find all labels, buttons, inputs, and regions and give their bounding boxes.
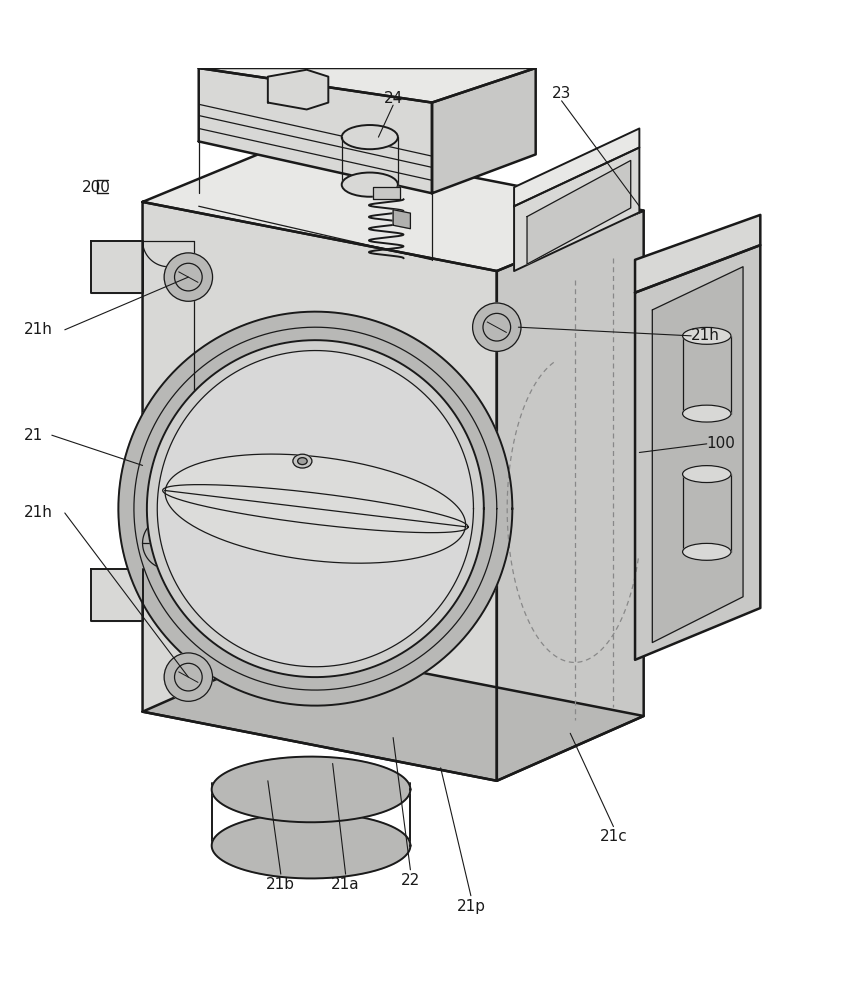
Text: 200: 200 [82,180,111,195]
Polygon shape [652,267,743,643]
Text: 21: 21 [24,428,43,443]
Polygon shape [635,245,760,660]
Polygon shape [165,454,466,563]
Ellipse shape [341,173,397,197]
Polygon shape [514,147,639,271]
Polygon shape [212,757,410,822]
Circle shape [164,653,213,701]
Text: 21h: 21h [24,505,53,520]
Text: 24: 24 [384,91,403,106]
Text: 22: 22 [401,873,420,888]
Polygon shape [143,141,644,271]
Ellipse shape [683,405,731,422]
Polygon shape [199,68,536,103]
Text: 21h: 21h [24,322,53,337]
Polygon shape [157,351,473,667]
Text: 21p: 21p [456,899,486,914]
Text: 21h: 21h [691,328,720,343]
Polygon shape [147,340,484,677]
Ellipse shape [683,327,731,344]
Text: 21c: 21c [600,829,627,844]
Circle shape [164,253,213,301]
Ellipse shape [683,466,731,483]
Circle shape [473,303,521,351]
Polygon shape [118,312,512,706]
Text: 21b: 21b [266,877,295,892]
Ellipse shape [683,543,731,560]
Polygon shape [162,485,468,533]
Polygon shape [143,202,497,781]
Polygon shape [143,647,644,781]
Polygon shape [635,215,760,293]
Polygon shape [199,68,432,193]
Polygon shape [497,211,644,781]
Polygon shape [432,68,536,193]
Polygon shape [527,160,631,264]
Polygon shape [268,70,328,109]
Polygon shape [91,569,143,621]
Text: 23: 23 [552,86,571,101]
Text: 100: 100 [707,436,735,451]
Text: 21a: 21a [331,877,360,892]
Polygon shape [393,210,410,229]
Polygon shape [514,128,639,206]
Ellipse shape [293,454,312,468]
Ellipse shape [341,125,397,149]
Polygon shape [212,813,410,878]
Polygon shape [91,241,143,293]
Ellipse shape [297,458,308,465]
Polygon shape [373,187,400,199]
